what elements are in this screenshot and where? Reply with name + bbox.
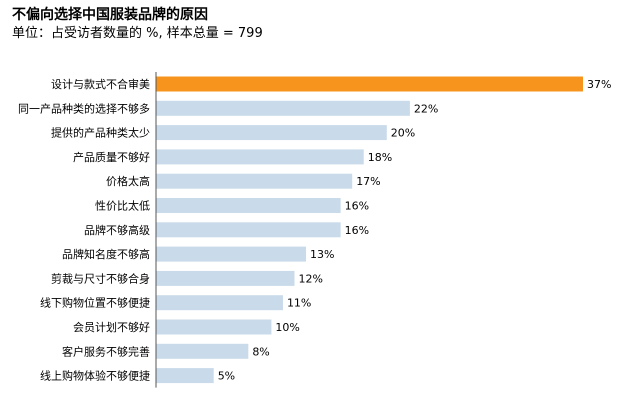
- category-label: 产品质量不够好: [73, 150, 150, 164]
- bar: [156, 173, 353, 189]
- value-label: 16%: [345, 200, 369, 213]
- value-label: 5%: [218, 370, 235, 383]
- value-label: 13%: [310, 248, 334, 261]
- category-label: 线上购物体验不够便捷: [40, 369, 150, 383]
- bars: [156, 76, 583, 384]
- bar: [156, 368, 214, 384]
- bar: [156, 100, 410, 116]
- value-label: 22%: [414, 102, 438, 115]
- bar: [156, 125, 387, 141]
- bar: [156, 246, 307, 262]
- category-label: 会员计划不够好: [73, 320, 150, 334]
- bar: [156, 343, 249, 359]
- bar: [156, 76, 583, 92]
- category-label: 性价比太低: [95, 199, 150, 213]
- category-label: 剪裁与尺寸不够合身: [51, 271, 150, 285]
- chart-title: 不偏向选择中国服装品牌的原因: [12, 7, 208, 23]
- bar: [156, 295, 283, 311]
- category-label: 品牌知名度不够高: [62, 247, 150, 261]
- value-label: 20%: [391, 127, 415, 140]
- bar: [156, 198, 341, 213]
- category-label: 同一产品种类的选择不够多: [18, 101, 150, 115]
- value-label: 18%: [368, 151, 392, 164]
- category-labels: 设计与款式不合审美同一产品种类的选择不够多提供的产品种类太少产品质量不够好价格太…: [18, 77, 150, 383]
- category-label: 品牌不够高级: [84, 223, 150, 237]
- value-label: 37%: [587, 78, 611, 91]
- value-label: 8%: [252, 345, 269, 358]
- value-label: 10%: [275, 321, 299, 334]
- bar: [156, 149, 364, 165]
- value-label: 12%: [298, 272, 322, 285]
- category-label: 提供的产品种类太少: [51, 126, 150, 140]
- category-label: 设计与款式不合审美: [51, 77, 150, 91]
- chart-subtitle: 单位：占受访者数量的 %, 样本总量 = 799: [12, 26, 263, 41]
- bar: [156, 222, 341, 238]
- value-labels: 37% 22% 20% 18% 17% 16% 16% 13% 12% 11% 10% 8% 5%: [218, 78, 612, 383]
- value-label: 17%: [356, 175, 380, 188]
- category-label: 价格太高: [106, 174, 150, 188]
- value-label: 16%: [345, 224, 369, 237]
- category-label: 客户服务不够完善: [62, 344, 150, 358]
- bar: [156, 270, 295, 286]
- value-label: 11%: [287, 297, 311, 310]
- category-label: 线下购物位置不够便捷: [40, 296, 150, 310]
- bar: [156, 319, 272, 335]
